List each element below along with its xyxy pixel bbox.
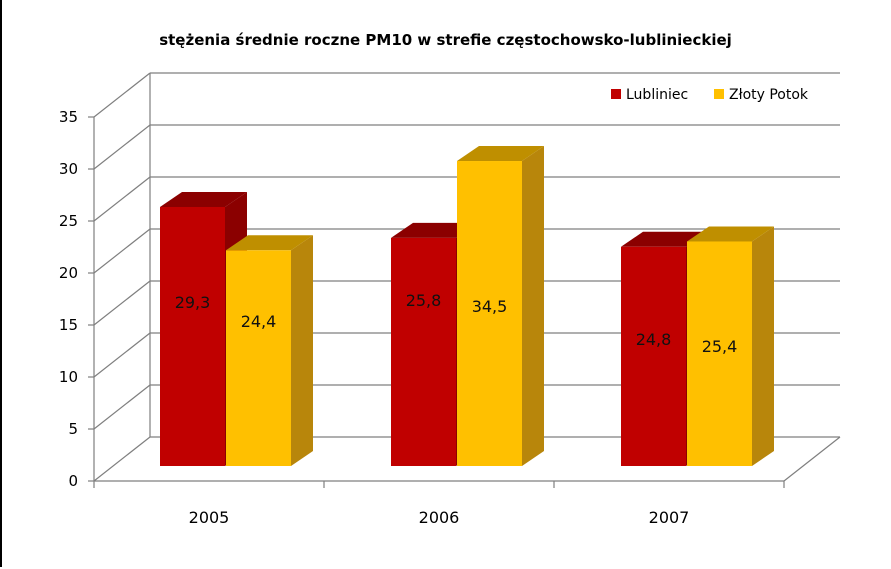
bar — [160, 206, 225, 466]
x-tick-label: 2007 — [649, 508, 690, 527]
bar — [457, 161, 522, 466]
data-labels: 29,3 24,4 25,8 34,5 24,8 25,4 — [175, 291, 738, 356]
gridline-side — [93, 124, 151, 170]
x-tick-label: 2005 — [189, 508, 230, 527]
bar — [226, 250, 291, 466]
gridline-side — [93, 228, 151, 274]
bar-side — [752, 226, 774, 466]
axes: 0 5 10 15 20 25 30 35 2005 2006 2007 — [59, 108, 841, 527]
y-tick-label: 0 — [68, 472, 78, 490]
gridline-side — [93, 280, 151, 326]
data-label: 34,5 — [472, 297, 508, 316]
legend-swatch — [611, 89, 621, 99]
bar — [621, 246, 686, 466]
y-tick-label: 25 — [59, 212, 78, 230]
y-tick-label: 35 — [59, 108, 78, 126]
bar — [391, 237, 456, 466]
chart-title: stężenia średnie roczne PM10 w strefie c… — [159, 31, 732, 49]
y-tick-label: 5 — [68, 420, 78, 438]
bar-top — [160, 191, 247, 207]
legend: Lubliniec Złoty Potok — [611, 87, 809, 103]
bar-top — [457, 146, 544, 162]
data-label: 29,3 — [175, 293, 211, 312]
bars — [160, 146, 774, 466]
bar-side — [291, 235, 313, 466]
gridline-side — [93, 72, 151, 118]
gridline-side — [93, 332, 151, 378]
data-label: 24,4 — [241, 312, 277, 331]
legend-swatch — [714, 89, 724, 99]
data-label: 25,4 — [702, 337, 738, 356]
gridline-side — [93, 176, 151, 222]
y-tick-label: 10 — [59, 368, 78, 386]
bar-top — [391, 222, 478, 238]
bar-top — [226, 235, 313, 251]
bar-top — [687, 226, 774, 242]
data-label: 25,8 — [406, 291, 442, 310]
x-tick-label: 2006 — [419, 508, 460, 527]
data-label: 24,8 — [636, 330, 672, 349]
bar-top — [621, 231, 708, 247]
bar-side — [522, 146, 544, 466]
gridline-side — [93, 436, 151, 482]
bar — [687, 241, 752, 466]
floor-edge — [783, 436, 841, 482]
y-tick-label: 15 — [59, 316, 78, 334]
legend-label: Złoty Potok — [729, 87, 809, 103]
gridline-side — [93, 384, 151, 430]
legend-label: Lubliniec — [626, 87, 688, 103]
y-tick-label: 20 — [59, 264, 78, 282]
y-tick-label: 30 — [59, 160, 78, 178]
